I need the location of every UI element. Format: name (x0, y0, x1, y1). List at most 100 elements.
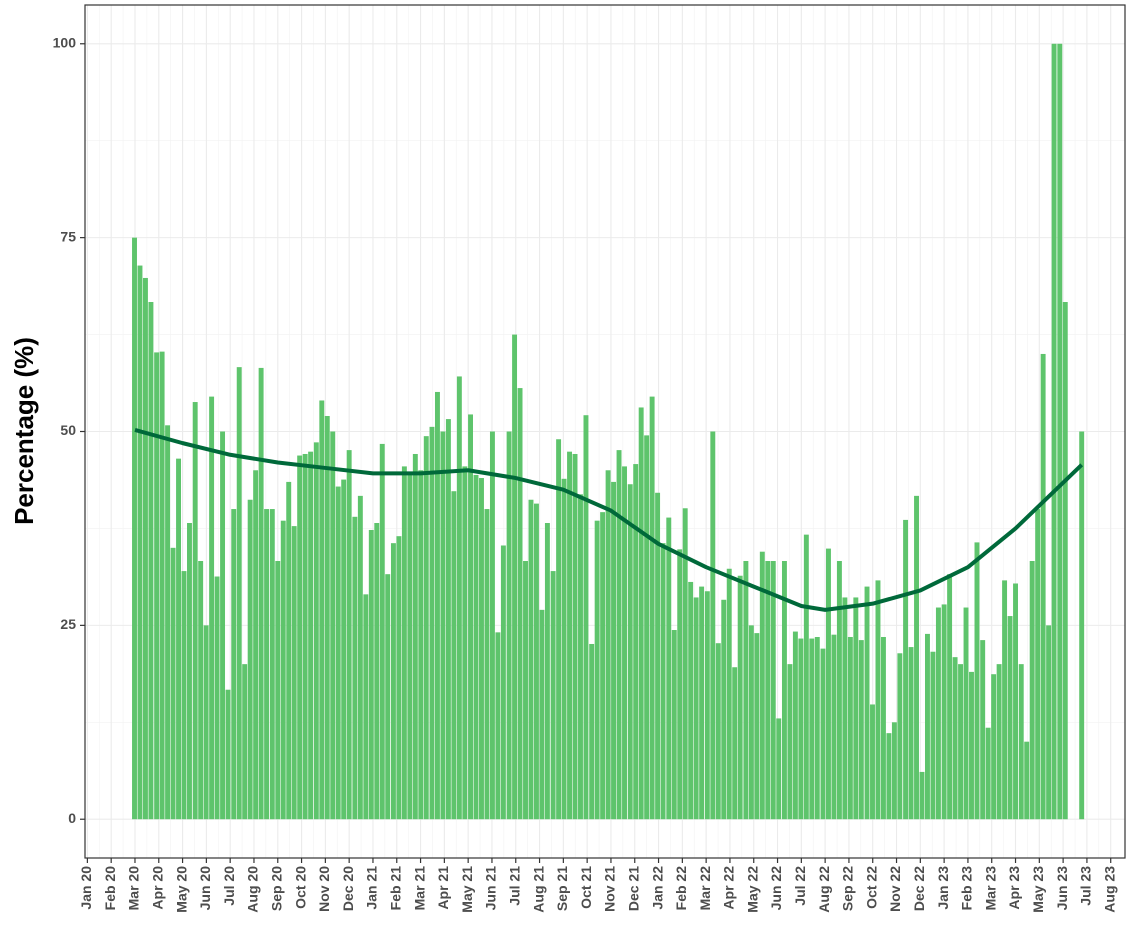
bar (335, 486, 341, 820)
bar (165, 425, 171, 820)
bar (462, 466, 468, 820)
x-tick-label: Aug 20 (245, 866, 261, 913)
bar (649, 396, 655, 820)
bar (269, 509, 275, 820)
bar (820, 648, 826, 820)
bar (544, 523, 550, 820)
bar (858, 640, 864, 820)
bar (765, 561, 771, 820)
bar (925, 633, 930, 820)
bar (209, 396, 215, 820)
bar (638, 407, 644, 820)
bar (908, 647, 914, 820)
bar (302, 453, 308, 820)
bar (969, 671, 974, 820)
x-tick-label: Jun 20 (197, 866, 213, 911)
bar (418, 470, 424, 820)
bar (352, 516, 358, 820)
bar (396, 536, 402, 820)
bar (737, 575, 743, 820)
bar (572, 453, 578, 820)
x-tick-label: May 22 (744, 866, 760, 913)
bar (826, 548, 831, 820)
bar (1040, 353, 1046, 820)
bar (445, 419, 451, 820)
x-tick-label: Aug 23 (1101, 866, 1117, 913)
bar (225, 689, 231, 820)
bar (286, 481, 292, 820)
x-tick-label: Sep 20 (268, 866, 284, 911)
bar (390, 543, 396, 820)
bar (242, 664, 248, 820)
bar (142, 277, 148, 820)
bar (456, 376, 462, 820)
bar (776, 718, 782, 820)
bar (1002, 580, 1008, 820)
bar (407, 474, 413, 820)
bar (533, 503, 539, 820)
bar (1013, 583, 1018, 820)
bar (914, 495, 919, 820)
x-tick-label: Feb 21 (387, 866, 403, 911)
x-tick-label: Dec 21 (625, 866, 641, 911)
bar (886, 733, 892, 820)
bar (297, 455, 303, 820)
x-tick-label: Sep 21 (554, 866, 570, 911)
bar (539, 609, 545, 820)
bar (947, 574, 953, 820)
x-tick-label: Jan 20 (78, 866, 94, 910)
bar (556, 439, 562, 820)
x-tick-label: Mar 23 (982, 866, 998, 911)
bar (1079, 431, 1085, 820)
bar (473, 474, 479, 820)
bar (1046, 625, 1052, 820)
x-tick-label: Aug 21 (530, 866, 546, 913)
y-tick-label: 0 (68, 810, 76, 826)
bar (589, 643, 595, 820)
bar (440, 431, 446, 820)
bar (1024, 741, 1030, 820)
bar (170, 547, 176, 820)
bar (660, 543, 666, 820)
bar (247, 499, 253, 820)
bar (495, 632, 501, 820)
bar (715, 643, 721, 820)
x-tick-label: Apr 21 (435, 866, 451, 910)
y-tick-label: 50 (60, 422, 76, 438)
bar (688, 581, 694, 820)
bar (616, 450, 622, 820)
bar (770, 561, 776, 820)
bar (236, 367, 242, 820)
bar (341, 479, 347, 820)
bar (759, 551, 765, 820)
bar (836, 561, 842, 820)
bar (996, 664, 1002, 820)
bar (567, 451, 573, 820)
x-tick-label: Mar 22 (697, 866, 713, 911)
x-tick-label: Feb 22 (673, 866, 689, 911)
x-tick-label: Dec 20 (340, 866, 356, 911)
trend-line (134, 428, 1084, 612)
x-tick-label: Dec 22 (911, 866, 927, 911)
bar (313, 442, 319, 820)
bar (682, 508, 688, 820)
bar (847, 636, 853, 820)
x-tick-label: Apr 22 (721, 866, 737, 910)
bar (704, 591, 710, 820)
bar (379, 443, 385, 820)
y-axis-label: Percentage (%) (9, 337, 39, 525)
bar (479, 478, 484, 820)
bar (423, 436, 429, 820)
bar (853, 597, 859, 820)
bar (291, 526, 297, 820)
x-tick-label: Nov 21 (602, 866, 618, 912)
bar (346, 450, 352, 820)
bar (743, 561, 749, 820)
x-tick-label: Jul 23 (1078, 866, 1094, 906)
bar (324, 415, 330, 820)
bar (633, 464, 639, 820)
bar (280, 520, 286, 820)
bar (952, 657, 958, 820)
x-tick-label: Jan 21 (364, 866, 380, 910)
bar (985, 727, 991, 820)
